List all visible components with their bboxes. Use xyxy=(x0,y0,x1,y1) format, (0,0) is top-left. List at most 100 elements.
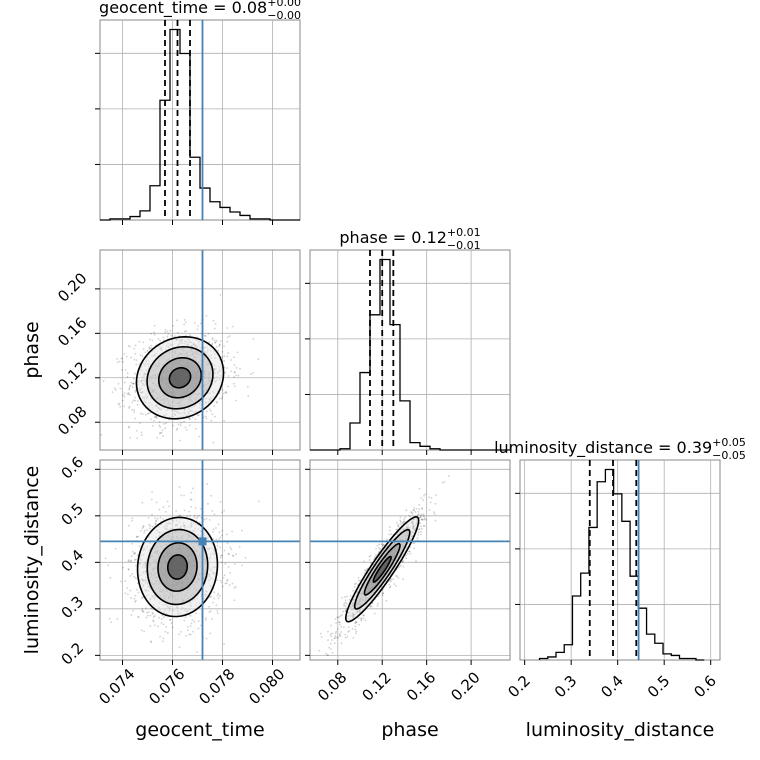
sample-point xyxy=(210,419,213,422)
sample-point xyxy=(185,330,187,333)
sample-point xyxy=(118,402,121,405)
sample-point xyxy=(422,518,425,521)
sample-point xyxy=(123,405,126,408)
sample-point xyxy=(324,652,327,655)
sample-point xyxy=(395,574,397,577)
sample-point xyxy=(441,481,444,484)
sample-point xyxy=(200,624,202,627)
sample-point xyxy=(129,384,132,387)
sample-point xyxy=(133,552,136,555)
sample-point xyxy=(231,554,234,557)
sample-point xyxy=(354,582,357,585)
x-tick-label: 0.5 xyxy=(644,672,674,702)
sample-point xyxy=(357,617,360,619)
sample-point xyxy=(415,507,418,510)
sample-point xyxy=(152,612,154,615)
sample-point xyxy=(221,534,224,537)
sample-point xyxy=(226,340,229,343)
sample-point xyxy=(208,611,211,613)
sample-point xyxy=(129,560,132,563)
sample-point xyxy=(135,363,138,366)
y-tick-label: 0.6 xyxy=(58,453,88,483)
sample-point xyxy=(423,515,426,518)
sample-point xyxy=(186,629,189,632)
histogram-step xyxy=(100,28,300,221)
sample-point xyxy=(189,614,192,617)
sample-point xyxy=(405,557,408,560)
sample-point xyxy=(217,592,219,595)
sample-point xyxy=(402,559,404,562)
sample-point xyxy=(221,350,224,353)
sample-point xyxy=(214,415,216,418)
sample-point xyxy=(126,376,129,378)
sample-point xyxy=(147,412,150,415)
sample-point xyxy=(176,427,179,430)
sample-point xyxy=(137,535,140,538)
sample-point xyxy=(360,619,363,622)
sample-point xyxy=(133,411,136,413)
sample-point xyxy=(141,609,144,612)
sample-point xyxy=(143,529,146,532)
sample-point xyxy=(121,360,124,363)
x-tick-label: 0.16 xyxy=(403,668,439,704)
sample-point xyxy=(398,565,401,568)
sample-point xyxy=(128,426,130,429)
sample-point xyxy=(336,616,339,619)
sample-point xyxy=(413,509,416,512)
sample-point xyxy=(331,661,333,663)
sample-point xyxy=(142,348,145,350)
sample-point xyxy=(128,388,131,391)
title-plus: +0.01 xyxy=(447,226,481,239)
sample-point xyxy=(205,417,208,420)
title-minus: −0.00 xyxy=(267,9,301,22)
sample-point xyxy=(215,527,217,529)
sample-point xyxy=(409,515,412,518)
sample-point xyxy=(369,554,372,557)
sample-point xyxy=(388,533,391,536)
sample-point xyxy=(342,626,345,629)
sample-point xyxy=(130,614,133,616)
sample-point xyxy=(163,616,165,619)
sample-point xyxy=(339,635,342,638)
truth-marker xyxy=(198,537,207,546)
sample-point xyxy=(401,560,404,563)
sample-point xyxy=(397,524,399,527)
sample-point xyxy=(228,584,231,586)
sample-point xyxy=(234,385,236,388)
sample-point xyxy=(232,382,235,385)
sample-point xyxy=(217,523,220,526)
sample-point xyxy=(109,577,112,579)
sample-point xyxy=(404,516,407,519)
sample-point xyxy=(136,554,139,557)
sample-point xyxy=(215,339,218,342)
sample-point xyxy=(233,356,235,359)
sample-point xyxy=(223,643,225,646)
sample-point xyxy=(339,614,342,617)
sample-point xyxy=(134,552,137,554)
contour-line xyxy=(372,555,392,583)
sample-point xyxy=(129,345,131,348)
sample-point xyxy=(419,516,422,519)
sample-point xyxy=(375,554,377,557)
sample-point xyxy=(221,388,224,391)
sample-point xyxy=(173,335,176,338)
y-tick-label: 0.16 xyxy=(54,314,90,350)
sample-point xyxy=(215,346,218,348)
sample-point xyxy=(340,642,343,645)
sample-point xyxy=(235,374,238,377)
sample-point xyxy=(144,414,147,416)
sample-point xyxy=(218,343,221,346)
sample-point xyxy=(216,594,219,597)
sample-point xyxy=(125,355,128,358)
sample-point xyxy=(167,332,170,335)
x-axis-label: geocent_time xyxy=(135,719,264,741)
sample-point xyxy=(188,633,191,636)
sample-point xyxy=(152,619,155,622)
sample-point xyxy=(346,595,348,598)
sample-point xyxy=(139,422,142,425)
sample-point xyxy=(337,616,340,619)
sample-point xyxy=(133,575,136,578)
sample-point xyxy=(342,610,344,613)
sample-point xyxy=(344,636,347,639)
title-plus: +0.05 xyxy=(712,436,746,449)
